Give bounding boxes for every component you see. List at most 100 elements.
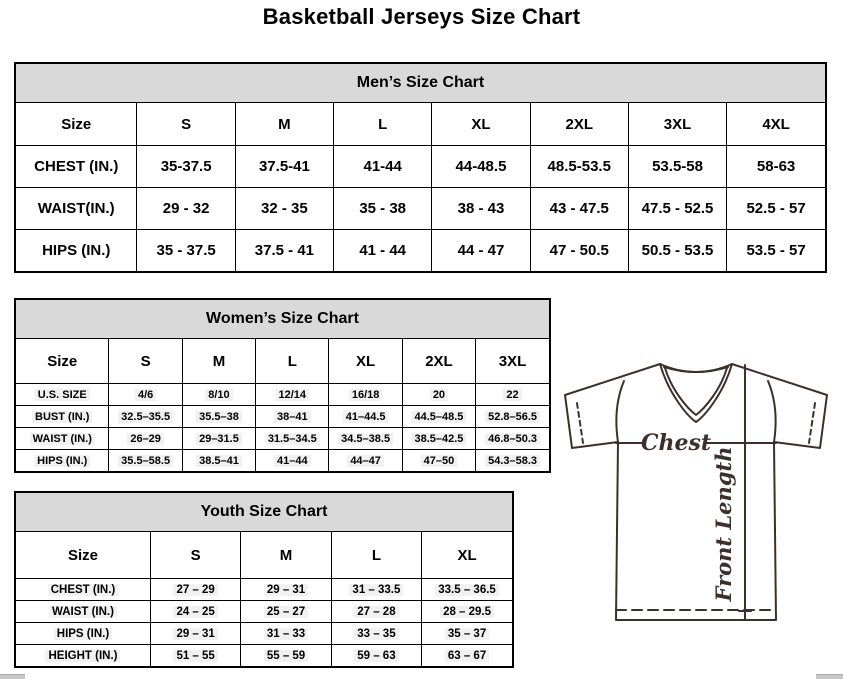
table-row: HIPS (IN.) 35 - 37.5 37.5 - 41 41 - 44 44 - … [16,229,825,271]
table-row: U.S. SIZE 4/6 8/10 12/14 16/18 20 22 [16,383,549,406]
value-cell: 29–31.5 [181,427,257,450]
size-value: 52.8–56.5 [485,410,541,423]
table-row: CHEST (IN.) 35-37.5 37.5-41 41-44 44-48.5 48.… [16,145,825,188]
table-row: WAIST (IN.) 26–29 29–31.5 31.5–34.5 34.5–38.… [16,427,549,450]
jersey-left-cuff-stitch [576,402,584,444]
size-value: 38.5–41 [196,454,242,467]
size-value: 4/6 [134,388,157,401]
value-cell: 41–44.5 [328,405,403,428]
mens-table-title: Men’s Size Chart [16,64,825,103]
value-cell: 52.8–56.5 [475,405,549,428]
size-value: 41–44 [273,454,311,467]
youth-size-chart-table: Youth Size Chart Size S M L XL CHEST (IN.) 27 … [14,491,514,668]
value-cell: 50.5 - 53.5 [627,229,728,271]
value-cell: 59 – 63 [330,644,423,666]
size-value: 37.5-41 [258,158,310,175]
size-value: 35 – 37 [444,627,490,640]
horizontal-scrollbar-right-piece[interactable] [816,674,843,679]
value-cell: 24 – 25 [149,600,242,623]
size-value: 35 - 37.5 [156,242,216,259]
size-value: 44–47 [347,454,384,467]
size-header-cell: XL [431,103,531,146]
value-cell: 27 – 28 [330,600,423,623]
size-header-cell: XL [421,532,512,579]
size-header-cell: S [108,339,183,384]
womens-size-header-row: Size S M L XL 2XL 3XL [16,339,549,384]
size-header-cell: Size [16,339,110,384]
size-value: 34.5–38.5 [338,432,394,445]
row-label-cell: CHEST (IN.) [16,145,138,188]
size-value: 20 [429,388,449,401]
value-cell: 53.5 - 57 [726,229,825,271]
chest-label: Chest [641,430,711,456]
size-value: 26–29 [127,432,164,445]
value-cell: 41-44 [333,145,433,188]
size-header-cell: 3XL [627,103,728,146]
size-value: 29 – 31 [263,583,309,596]
value-cell: 32 - 35 [234,187,335,230]
size-value: 16/18 [348,388,383,401]
size-value: 44.5–48.5 [411,410,467,423]
row-label-cell: CHEST (IN.) [16,578,151,601]
size-value: 35-37.5 [160,158,212,175]
size-value: 38.5–42.5 [411,432,467,445]
value-cell: 25 – 27 [240,600,332,623]
jersey-right-cuff-stitch [808,402,816,444]
value-cell: 48.5-53.5 [529,145,629,188]
row-label-cell: WAIST (IN.) [16,427,110,450]
value-cell: 33 – 35 [330,622,423,645]
row-label: HIPS (IN.) [34,454,91,467]
youth-table-grid: Size S M L XL CHEST (IN.) 27 – 29 29 – 31 31 – 3… [16,532,512,666]
youth-table-title: Youth Size Chart [16,493,512,532]
womens-table-title: Women’s Size Chart [16,300,549,339]
row-label-cell: BUST (IN.) [16,405,110,428]
value-cell: 35-37.5 [136,145,236,188]
size-value: 27 – 28 [354,605,399,618]
size-header-cell: L [333,103,433,146]
size-value: 44-48.5 [455,158,507,175]
size-value: 35.5–58.5 [118,454,174,467]
row-label: CHEST (IN.) [47,583,119,596]
size-value: 29 - 32 [162,200,210,217]
value-cell: 47–50 [401,449,477,471]
mens-size-chart-table: Men’s Size Chart Size S M L XL 2XL 3XL 4XL CHEST… [14,62,827,273]
size-header-cell: Size [16,103,138,146]
row-label-cell: WAIST (IN.) [16,600,151,623]
value-cell: 41 - 44 [333,229,433,271]
jersey-outline [564,363,828,621]
mens-size-header-row: Size S M L XL 2XL 3XL 4XL [16,103,825,146]
size-header-cell: Size [16,532,151,579]
value-cell: 52.5 - 57 [726,187,825,230]
size-header-cell: M [181,339,257,384]
value-cell: 38 - 43 [431,187,531,230]
size-value: 44 - 47 [457,242,505,259]
size-value: 48.5-53.5 [547,158,611,175]
row-label: CHEST (IN.) [34,158,119,175]
mens-table-grid: Size S M L XL 2XL 3XL 4XL CHEST (IN.) 35-37.5 37.5… [16,103,825,271]
table-row: HIPS (IN.) 29 – 31 31 – 33 33 – 35 35 – 37 [16,622,512,645]
horizontal-scrollbar-left-piece[interactable] [0,674,25,679]
value-cell: 35 - 37.5 [136,229,236,271]
value-cell: 37.5-41 [234,145,335,188]
size-value: 38 - 43 [457,200,505,217]
size-value: 46.8–50.3 [485,432,541,445]
size-value: 31 – 33 [263,627,309,640]
page-title: Basketball Jerseys Size Chart [262,4,581,29]
jersey-left-sleeve-seam [615,380,625,443]
value-cell: 31 – 33.5 [330,578,423,601]
value-cell: 26–29 [108,427,183,450]
size-value: 41-44 [363,158,402,175]
size-value: 54.3–58.3 [485,454,541,467]
size-value: 47.5 - 52.5 [641,200,714,217]
value-cell: 8/10 [181,383,257,406]
value-cell: 22 [475,383,549,406]
row-label-cell: U.S. SIZE [16,383,110,406]
value-cell: 44.5–48.5 [401,405,477,428]
jersey-vneck-inner [664,367,728,416]
value-cell: 4/6 [108,383,183,406]
row-label-cell: WAIST(IN.) [16,187,138,230]
size-header-cell: M [234,103,335,146]
size-header-cell: 2XL [529,103,629,146]
table-row: HIPS (IN.) 35.5–58.5 38.5–41 41–44 44–47 47–5… [16,449,549,471]
row-label-cell: HIPS (IN.) [16,229,138,271]
